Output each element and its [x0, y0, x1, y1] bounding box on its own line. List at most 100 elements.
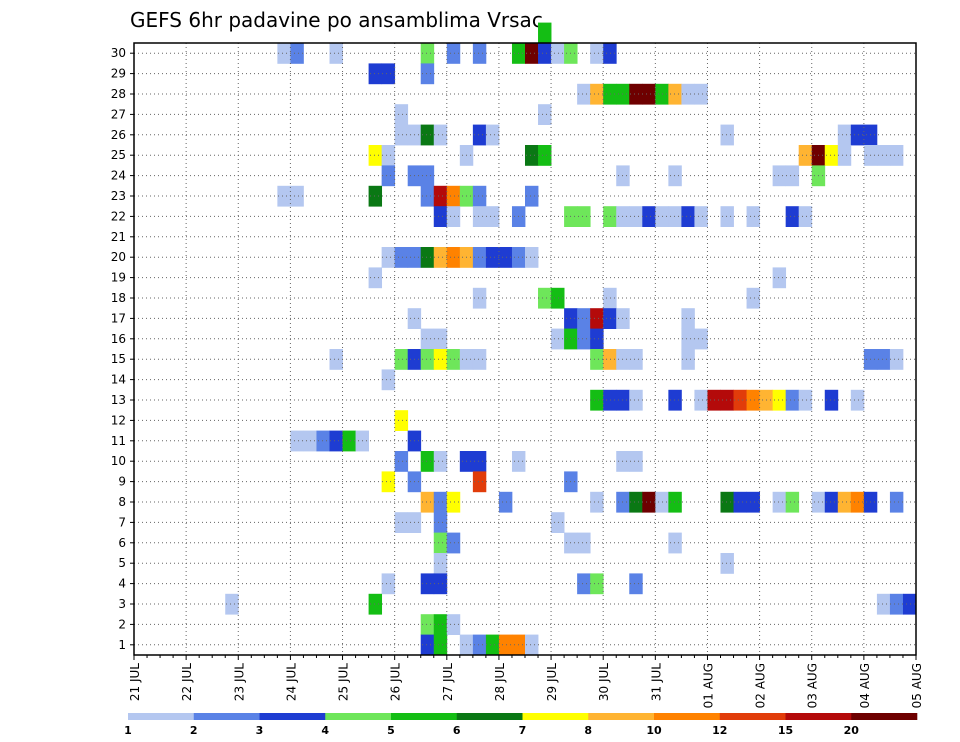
heatmap-cell [551, 512, 565, 533]
y-tick-label: 27 [111, 107, 126, 121]
colorbar-label: 20 [844, 724, 860, 737]
heatmap-cell [420, 614, 435, 635]
heatmap-cell [629, 206, 643, 227]
heatmap-cell [472, 349, 487, 370]
heatmap-cell [746, 287, 760, 309]
x-tick-label: 26 JUL [389, 663, 403, 701]
x-tick-label: 21 JUL [128, 663, 142, 701]
heatmap-cell [629, 491, 643, 513]
heatmap-cell [694, 206, 708, 227]
grid-lines [134, 43, 916, 655]
x-tick-label: 01 AUG [701, 663, 715, 708]
colorbar-swatch [654, 713, 721, 720]
x-tick-label: 03 AUG [806, 663, 820, 708]
x-tick-label: 29 JUL [545, 663, 559, 701]
heatmap-cell [420, 451, 435, 472]
heatmap-cell [876, 349, 891, 370]
y-tick-label: 20 [111, 250, 126, 264]
heatmap-cell [837, 491, 852, 513]
heatmap-cell [329, 430, 343, 452]
heatmap-cell [472, 634, 487, 656]
heatmap-cell [746, 206, 760, 227]
heatmap-cell [433, 247, 448, 268]
heatmap-cell [603, 83, 617, 105]
x-tick-label: 24 JUL [284, 663, 298, 701]
heatmap-cell [629, 349, 643, 370]
heatmap-cell [525, 43, 539, 64]
heatmap-cell [603, 349, 617, 370]
y-tick-label: 29 [111, 67, 126, 81]
colorbar-label: 8 [584, 724, 592, 737]
colorbar-label: 3 [256, 724, 264, 737]
heatmap-cell [525, 247, 539, 268]
heatmap-cell [629, 451, 643, 472]
heatmap-cell [446, 206, 461, 227]
heatmap-cell [433, 634, 448, 656]
colorbar-swatch [128, 713, 195, 720]
heatmap-cell [538, 104, 552, 125]
chart-title: GEFS 6hr padavine po ansamblima Vrsac [130, 8, 543, 32]
heatmap-cell [446, 43, 461, 64]
y-tick-label: 3 [118, 597, 126, 611]
heatmap-cell [551, 328, 565, 350]
x-tick-label: 30 JUL [597, 663, 611, 701]
x-tick-label: 27 JUL [441, 663, 455, 701]
heatmap-cell [420, 185, 435, 207]
heatmap-cell [446, 247, 461, 268]
y-tick-label: 24 [111, 169, 126, 183]
heatmap-cell [772, 165, 787, 187]
heatmap-cell [433, 328, 448, 350]
heatmap-cell [850, 491, 865, 513]
heatmap-cell [590, 43, 604, 64]
heatmap-cell [368, 593, 383, 615]
heatmap-cell [837, 124, 852, 146]
heatmap-cell [420, 328, 435, 350]
x-tick-label: 02 AUG [754, 663, 768, 708]
heatmap-cell [329, 349, 343, 370]
y-tick-label: 13 [111, 393, 126, 407]
y-tick-label: 18 [111, 291, 126, 305]
y-tick-label: 21 [111, 230, 126, 244]
colorbar-swatch [719, 713, 786, 720]
heatmap-cell [472, 124, 487, 146]
colorbar-label: 10 [646, 724, 662, 737]
heatmap-cell [446, 614, 461, 635]
heatmap-cell [798, 145, 813, 166]
y-tick-label: 23 [111, 189, 126, 203]
heatmap-cell [290, 185, 304, 207]
heatmap-cell [538, 145, 552, 166]
heatmap-cell [629, 389, 643, 411]
heatmap-cell [368, 145, 383, 166]
heatmap-cell [720, 206, 734, 227]
heatmap-cell [772, 389, 787, 411]
heatmap-cell [590, 349, 604, 370]
heatmap-cell [381, 145, 396, 166]
heatmap-cell [629, 83, 643, 105]
heatmap-cell [225, 593, 239, 615]
colorbar-label: 15 [778, 724, 793, 737]
heatmap-cell [590, 328, 604, 350]
heatmap-cell [420, 63, 435, 85]
heatmap-cell [798, 206, 813, 227]
heatmap-cell [381, 63, 396, 85]
y-tick-label: 15 [111, 352, 126, 366]
heatmap-cell [485, 247, 500, 268]
heatmap-cell [433, 451, 448, 472]
heatmap-cell [485, 206, 500, 227]
x-tick-label: 25 JUL [337, 663, 351, 701]
heatmap-cell [433, 491, 448, 513]
heatmap-cell [824, 145, 839, 166]
heatmap-cell [603, 389, 617, 411]
heatmap-cell [525, 185, 539, 207]
heatmap-cell [694, 389, 708, 411]
heatmap-cell [603, 43, 617, 64]
heatmap-cell [590, 573, 604, 595]
heatmap-cell [733, 389, 747, 411]
y-tick-label: 14 [111, 373, 126, 387]
heatmap-cell [772, 267, 787, 289]
heatmap-cell [446, 349, 461, 370]
y-tick-label: 22 [111, 209, 126, 223]
heatmap-cell [433, 185, 448, 207]
heatmap-cell [433, 349, 448, 370]
heatmap-cell [433, 614, 448, 635]
